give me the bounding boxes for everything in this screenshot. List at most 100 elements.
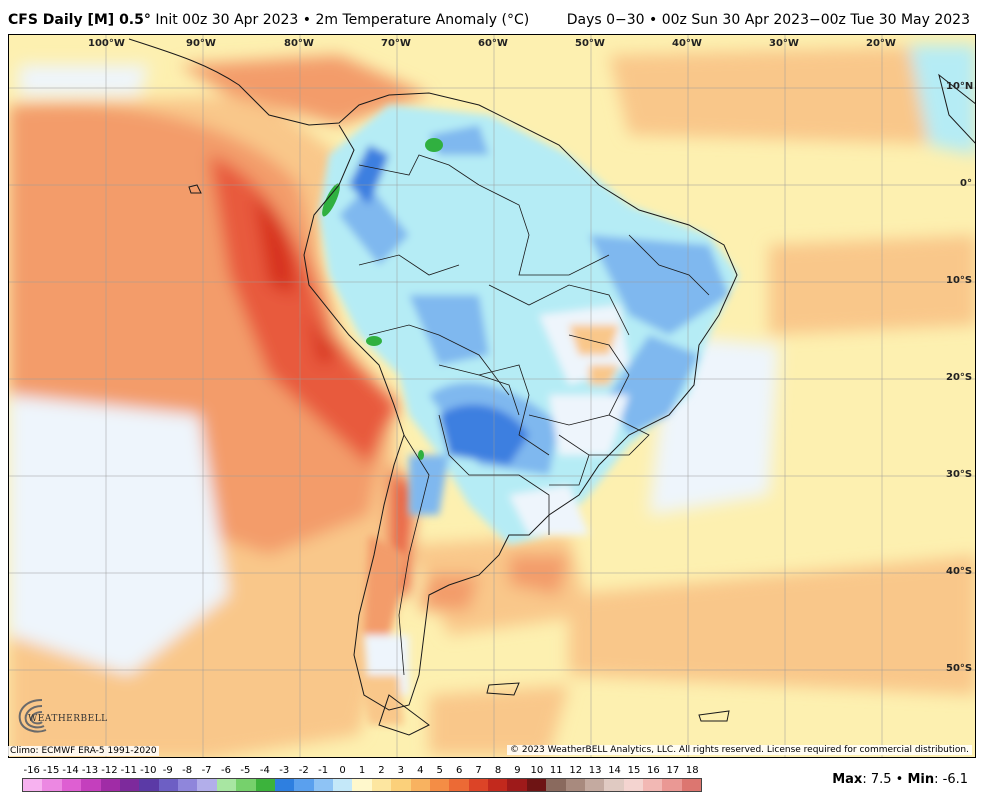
lat-label-0: 0°: [960, 178, 972, 189]
colorbar-cell: [100, 779, 120, 791]
colorbar-tick-label: 5: [436, 765, 443, 776]
min-label: Min: [907, 772, 935, 787]
colorbar: [22, 778, 702, 792]
lon-label-80w: 80°W: [284, 38, 314, 49]
country-borders: [358, 154, 710, 676]
colorbar-cell: [468, 779, 488, 791]
colorbar-tick-label: -1: [318, 765, 329, 776]
colorbar-cell: [623, 779, 643, 791]
map-title: CFS Daily [M] 0.5° Init 00z 30 Apr 2023 …: [8, 12, 529, 28]
colorbar-tick-label: -8: [182, 765, 193, 776]
max-value: : 7.5 •: [862, 772, 908, 787]
colorbar-tick-label: 13: [588, 765, 602, 776]
colorbar-cell: [526, 779, 547, 791]
colorbar-cell: [139, 779, 159, 791]
climatology-note: Climo: ECMWF ERA-5 1991-2020: [8, 746, 159, 756]
colorbar-tick-label: 18: [685, 765, 699, 776]
colorbar-tick-label: -5: [240, 765, 251, 776]
colorbar-cell: [371, 779, 392, 791]
colorbar-tick-label: -12: [101, 765, 118, 776]
colorbar-cell: [274, 779, 295, 791]
colorbar-cell: [216, 779, 237, 791]
map-panel: [8, 34, 976, 758]
lat-label-50s: 50°S: [946, 663, 973, 674]
colorbar-cell: [507, 779, 527, 791]
colorbar-tick-label: -14: [62, 765, 79, 776]
colorbar-cell: [584, 779, 605, 791]
min-value: : -6.1: [934, 772, 968, 787]
colorbar-tick-label: -6: [221, 765, 231, 776]
colorbar-tick-label: -10: [140, 765, 157, 776]
lon-label-40w: 40°W: [672, 38, 702, 49]
colorbar-tick-label: -7: [201, 765, 212, 776]
colorbar-cell: [565, 779, 585, 791]
lat-label-10n: 10°N: [946, 81, 974, 92]
colorbar-cell: [61, 779, 82, 791]
lon-label-50w: 50°W: [575, 38, 605, 49]
colorbar-tick-label: 12: [569, 765, 583, 776]
colorbar-tick-label: -2: [298, 765, 309, 776]
colorbar-tick-label: 6: [455, 765, 463, 776]
weatherbell-logo-icon: [18, 699, 47, 733]
colorbar-cell: [488, 779, 508, 791]
colorbar-cell: [662, 779, 682, 791]
colorbar-cell: [410, 779, 430, 791]
colorbar-cell: [604, 779, 624, 791]
degree-symbol: °: [143, 12, 151, 28]
colorbar-cell: [313, 779, 333, 791]
lon-label-100w: 100°W: [88, 38, 125, 49]
colorbar-tick-label: 2: [378, 765, 385, 776]
colorbar-cell: [81, 779, 101, 791]
valid-range: Days 0−30 • 00z Sun 30 Apr 2023−00z Tue …: [566, 12, 970, 28]
colorbar-tick-label: 3: [397, 765, 405, 776]
colorbar-cell: [23, 779, 43, 791]
colorbar-tick-label: 8: [494, 765, 502, 776]
max-label: Max: [832, 772, 863, 787]
colorbar-cell: [681, 779, 702, 791]
colorbar-tick-label: 9: [514, 765, 521, 776]
lon-label-70w: 70°W: [381, 38, 411, 49]
colorbar-cell: [119, 779, 140, 791]
colorbar-cell: [643, 779, 663, 791]
colorbar-cell: [352, 779, 372, 791]
model-name: CFS Daily [M] 0.5: [8, 12, 144, 28]
lon-label-20w: 20°W: [866, 38, 896, 49]
lat-label-20s: 20°S: [946, 372, 973, 383]
lat-label-40s: 40°S: [946, 566, 973, 577]
init-and-variable: Init 00z 30 Apr 2023 • 2m Temperature An…: [150, 12, 530, 28]
copyright-note: © 2023 WeatherBELL Analytics, LLC. All r…: [507, 745, 972, 755]
lon-label-60w: 60°W: [478, 38, 508, 49]
strong-cool-spots: [322, 138, 443, 460]
colorbar-tick-label: 16: [647, 765, 660, 776]
colorbar-tick-label: -16: [23, 765, 40, 776]
colorbar-cell: [429, 779, 450, 791]
colorbar-tick-label: -13: [81, 765, 99, 776]
colorbar-tick-label: 15: [627, 765, 641, 776]
lon-label-30w: 30°W: [769, 38, 799, 49]
colorbar-tick-label: 7: [475, 765, 482, 776]
max-min-readout: Max: 7.5 • Min: -6.1: [832, 772, 968, 787]
colorbar-cell: [546, 779, 566, 791]
colorbar-tick-label: 10: [530, 765, 544, 776]
colorbar-tick-label: 1: [358, 765, 366, 776]
colorbar-tick-label: -11: [120, 765, 138, 776]
lon-label-90w: 90°W: [186, 38, 216, 49]
lat-label-30s: 30°S: [946, 469, 973, 480]
colorbar-cell: [236, 779, 256, 791]
colorbar-cell: [333, 779, 353, 791]
colorbar-tick-label: 14: [608, 765, 621, 776]
colorbar-cell: [197, 779, 217, 791]
colorbar-cell: [178, 779, 198, 791]
colorbar-cell: [294, 779, 314, 791]
colorbar-cell: [42, 779, 62, 791]
colorbar-tick-label: -15: [42, 765, 60, 776]
lat-label-10s: 10°S: [946, 275, 973, 286]
colorbar-tick-label: 11: [549, 765, 563, 776]
temperature-anomaly-map: [9, 35, 975, 757]
anomaly-field: [9, 45, 975, 757]
colorbar-tick-label: 17: [666, 765, 680, 776]
colorbar-tick-label: -3: [279, 765, 290, 776]
colorbar-tick-label: -4: [259, 765, 270, 776]
colorbar-cell: [255, 779, 275, 791]
colorbar-tick-label: 0: [339, 765, 346, 776]
